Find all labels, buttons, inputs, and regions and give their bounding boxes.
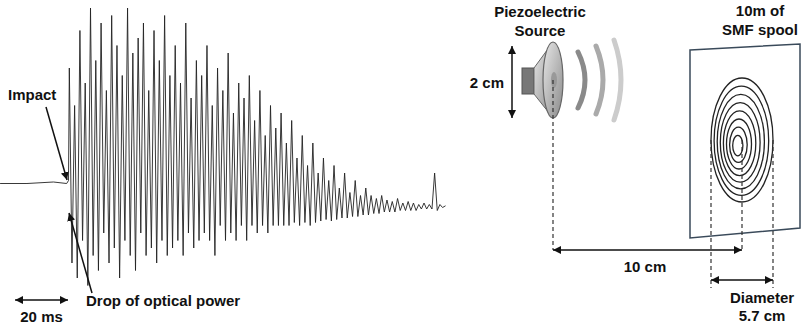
svg-text:5.7 cm: 5.7 cm xyxy=(739,307,786,324)
svg-text:Drop of optical power: Drop of optical power xyxy=(86,292,240,309)
svg-text:Diameter: Diameter xyxy=(730,289,794,306)
svg-text:20 ms: 20 ms xyxy=(20,308,63,325)
svg-text:SMF spool: SMF spool xyxy=(722,21,798,38)
svg-text:10m of: 10m of xyxy=(736,2,785,19)
svg-text:Piezoelectric: Piezoelectric xyxy=(494,3,586,20)
svg-text:10 cm: 10 cm xyxy=(624,258,667,275)
svg-text:2 cm: 2 cm xyxy=(470,74,504,91)
svg-text:Impact: Impact xyxy=(8,86,56,103)
svg-text:Source: Source xyxy=(515,22,566,39)
